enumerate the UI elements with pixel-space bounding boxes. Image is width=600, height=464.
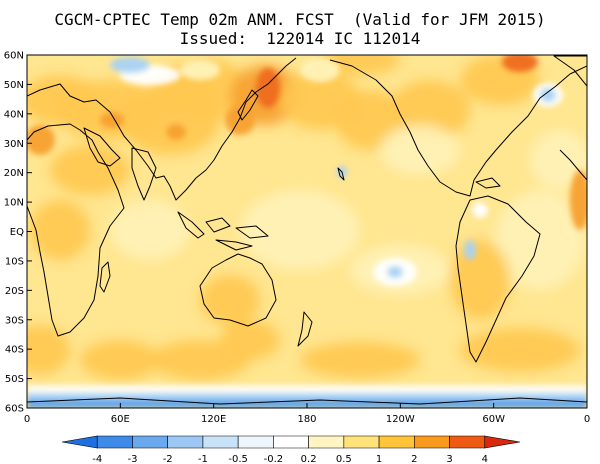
anomaly-region xyxy=(166,124,186,140)
lat-tick-label: 40N xyxy=(4,109,24,120)
colorbar-label: 2 xyxy=(411,454,417,464)
coast-antarctica xyxy=(27,397,587,405)
lat-tick-label: 10N xyxy=(4,198,24,209)
coast-india xyxy=(131,147,157,201)
lat-tick-label: 60N xyxy=(4,51,24,62)
coast-africa xyxy=(27,123,125,337)
lon-tick-label: 60W xyxy=(482,414,505,425)
anomaly-region xyxy=(460,328,580,372)
coast-eurasia xyxy=(27,57,297,201)
anomaly-region xyxy=(30,200,90,260)
lat-tick-label: 30S xyxy=(5,315,24,326)
lon-tick-label: 60E xyxy=(111,414,130,425)
anomaly-region xyxy=(100,112,124,128)
colorbar-label: 1 xyxy=(376,454,382,464)
lon-tick-label: 180 xyxy=(297,414,316,425)
anomaly-region xyxy=(380,125,460,175)
colorbar-label: -2 xyxy=(163,454,173,464)
anomaly-region xyxy=(390,80,470,140)
colorbar-label: -3 xyxy=(127,454,137,464)
anomaly-region xyxy=(495,190,585,290)
anomaly-region xyxy=(502,55,538,72)
anomaly-region xyxy=(335,90,405,150)
colorbar-swatch xyxy=(343,435,380,449)
anomaly-region xyxy=(80,340,160,380)
lat-tick-label: 10S xyxy=(5,256,24,267)
anomaly-region xyxy=(472,202,488,218)
lon-tick-label: 120W xyxy=(386,414,415,425)
colorbar-swatch xyxy=(378,435,415,449)
colorbar-label: -4 xyxy=(92,454,102,464)
coast-greenland xyxy=(553,55,587,87)
anomaly-region xyxy=(300,342,420,378)
anomaly-region xyxy=(450,240,510,320)
colorbar-label: -1 xyxy=(198,454,208,464)
coast-west-africa-edge xyxy=(559,149,587,181)
coastlines xyxy=(27,55,587,405)
lat-tick-label: EQ xyxy=(10,227,24,238)
colorbar-label: 0.5 xyxy=(336,454,352,464)
coast-japan xyxy=(237,89,259,121)
anomaly-region xyxy=(256,68,280,108)
anomaly-region xyxy=(320,55,400,75)
lat-tick-label: 50N xyxy=(4,80,24,91)
anomaly-region xyxy=(570,170,587,230)
anomaly-region xyxy=(110,57,150,73)
lat-tick-label: 30N xyxy=(4,139,24,150)
anomaly-region xyxy=(200,275,260,325)
anomaly-region xyxy=(540,88,556,102)
anomaly-region xyxy=(50,145,130,195)
anomaly-region xyxy=(220,320,280,360)
anomaly-region xyxy=(464,240,476,260)
longitude-axis: 0 60E 120E 180 120W 60W 0 xyxy=(24,403,590,425)
anomaly-region xyxy=(240,190,360,270)
coast-north-america xyxy=(329,59,587,197)
coast-madagascar xyxy=(99,261,111,293)
anomaly-region xyxy=(530,130,587,190)
coast-south-america xyxy=(455,195,541,363)
colorbar-swatch xyxy=(237,435,274,449)
anomaly-region xyxy=(27,325,70,375)
colorbar-swatch xyxy=(96,435,133,449)
colorbar-label: -0.5 xyxy=(228,454,248,464)
coast-arabia xyxy=(83,127,121,167)
anomaly-region xyxy=(180,60,220,80)
colorbar-swatch xyxy=(449,435,486,449)
coast-new-zealand xyxy=(297,311,313,347)
lon-tick-label: 0 xyxy=(584,414,590,425)
map-title: CGCM-CPTEC Temp 02m ANM. FCST (Valid for… xyxy=(54,10,546,29)
colorbar-swatch xyxy=(132,435,168,449)
lat-tick-label: 40S xyxy=(5,345,24,356)
colorbar-label: 0.2 xyxy=(301,454,317,464)
lon-tick-label: 0 xyxy=(24,414,30,425)
colorbar-swatch xyxy=(273,435,309,449)
anomaly-region xyxy=(300,58,340,82)
anomaly-region xyxy=(387,266,403,278)
latitude-axis: 60N 50N 40N 30N 20N 10N EQ 10S 20S 30S 40S 50S 60S xyxy=(4,51,32,415)
lat-tick-label: 20S xyxy=(5,286,24,297)
colorbar-swatch xyxy=(484,435,521,449)
lat-tick-label: 60S xyxy=(5,404,24,415)
colorbar-swatch xyxy=(202,435,239,449)
coast-caribbean xyxy=(475,177,501,189)
colorbar-swatch xyxy=(414,435,450,449)
colorbar-swatch xyxy=(167,435,204,449)
colorbar-label: 3 xyxy=(446,454,452,464)
colorbar-swatch xyxy=(308,435,345,449)
anomaly-region xyxy=(110,200,190,260)
colorbar: -4 -3 -2 -1 -0.5 -0.2 0.2 0.5 1 2 3 4 xyxy=(61,435,521,464)
colorbar-label: 4 xyxy=(482,454,488,464)
lat-tick-label: 50S xyxy=(5,374,24,385)
anomaly-field xyxy=(27,55,587,408)
coast-hawaii xyxy=(337,167,345,181)
issued-subtitle: Issued: 122014 IC 112014 xyxy=(179,29,421,48)
lat-tick-label: 20N xyxy=(4,168,24,179)
colorbar-swatch xyxy=(61,435,98,449)
lon-tick-label: 120E xyxy=(201,414,226,425)
coast-australia xyxy=(199,253,277,327)
colorbar-label: -0.2 xyxy=(264,454,284,464)
coast-indonesia xyxy=(177,211,269,251)
